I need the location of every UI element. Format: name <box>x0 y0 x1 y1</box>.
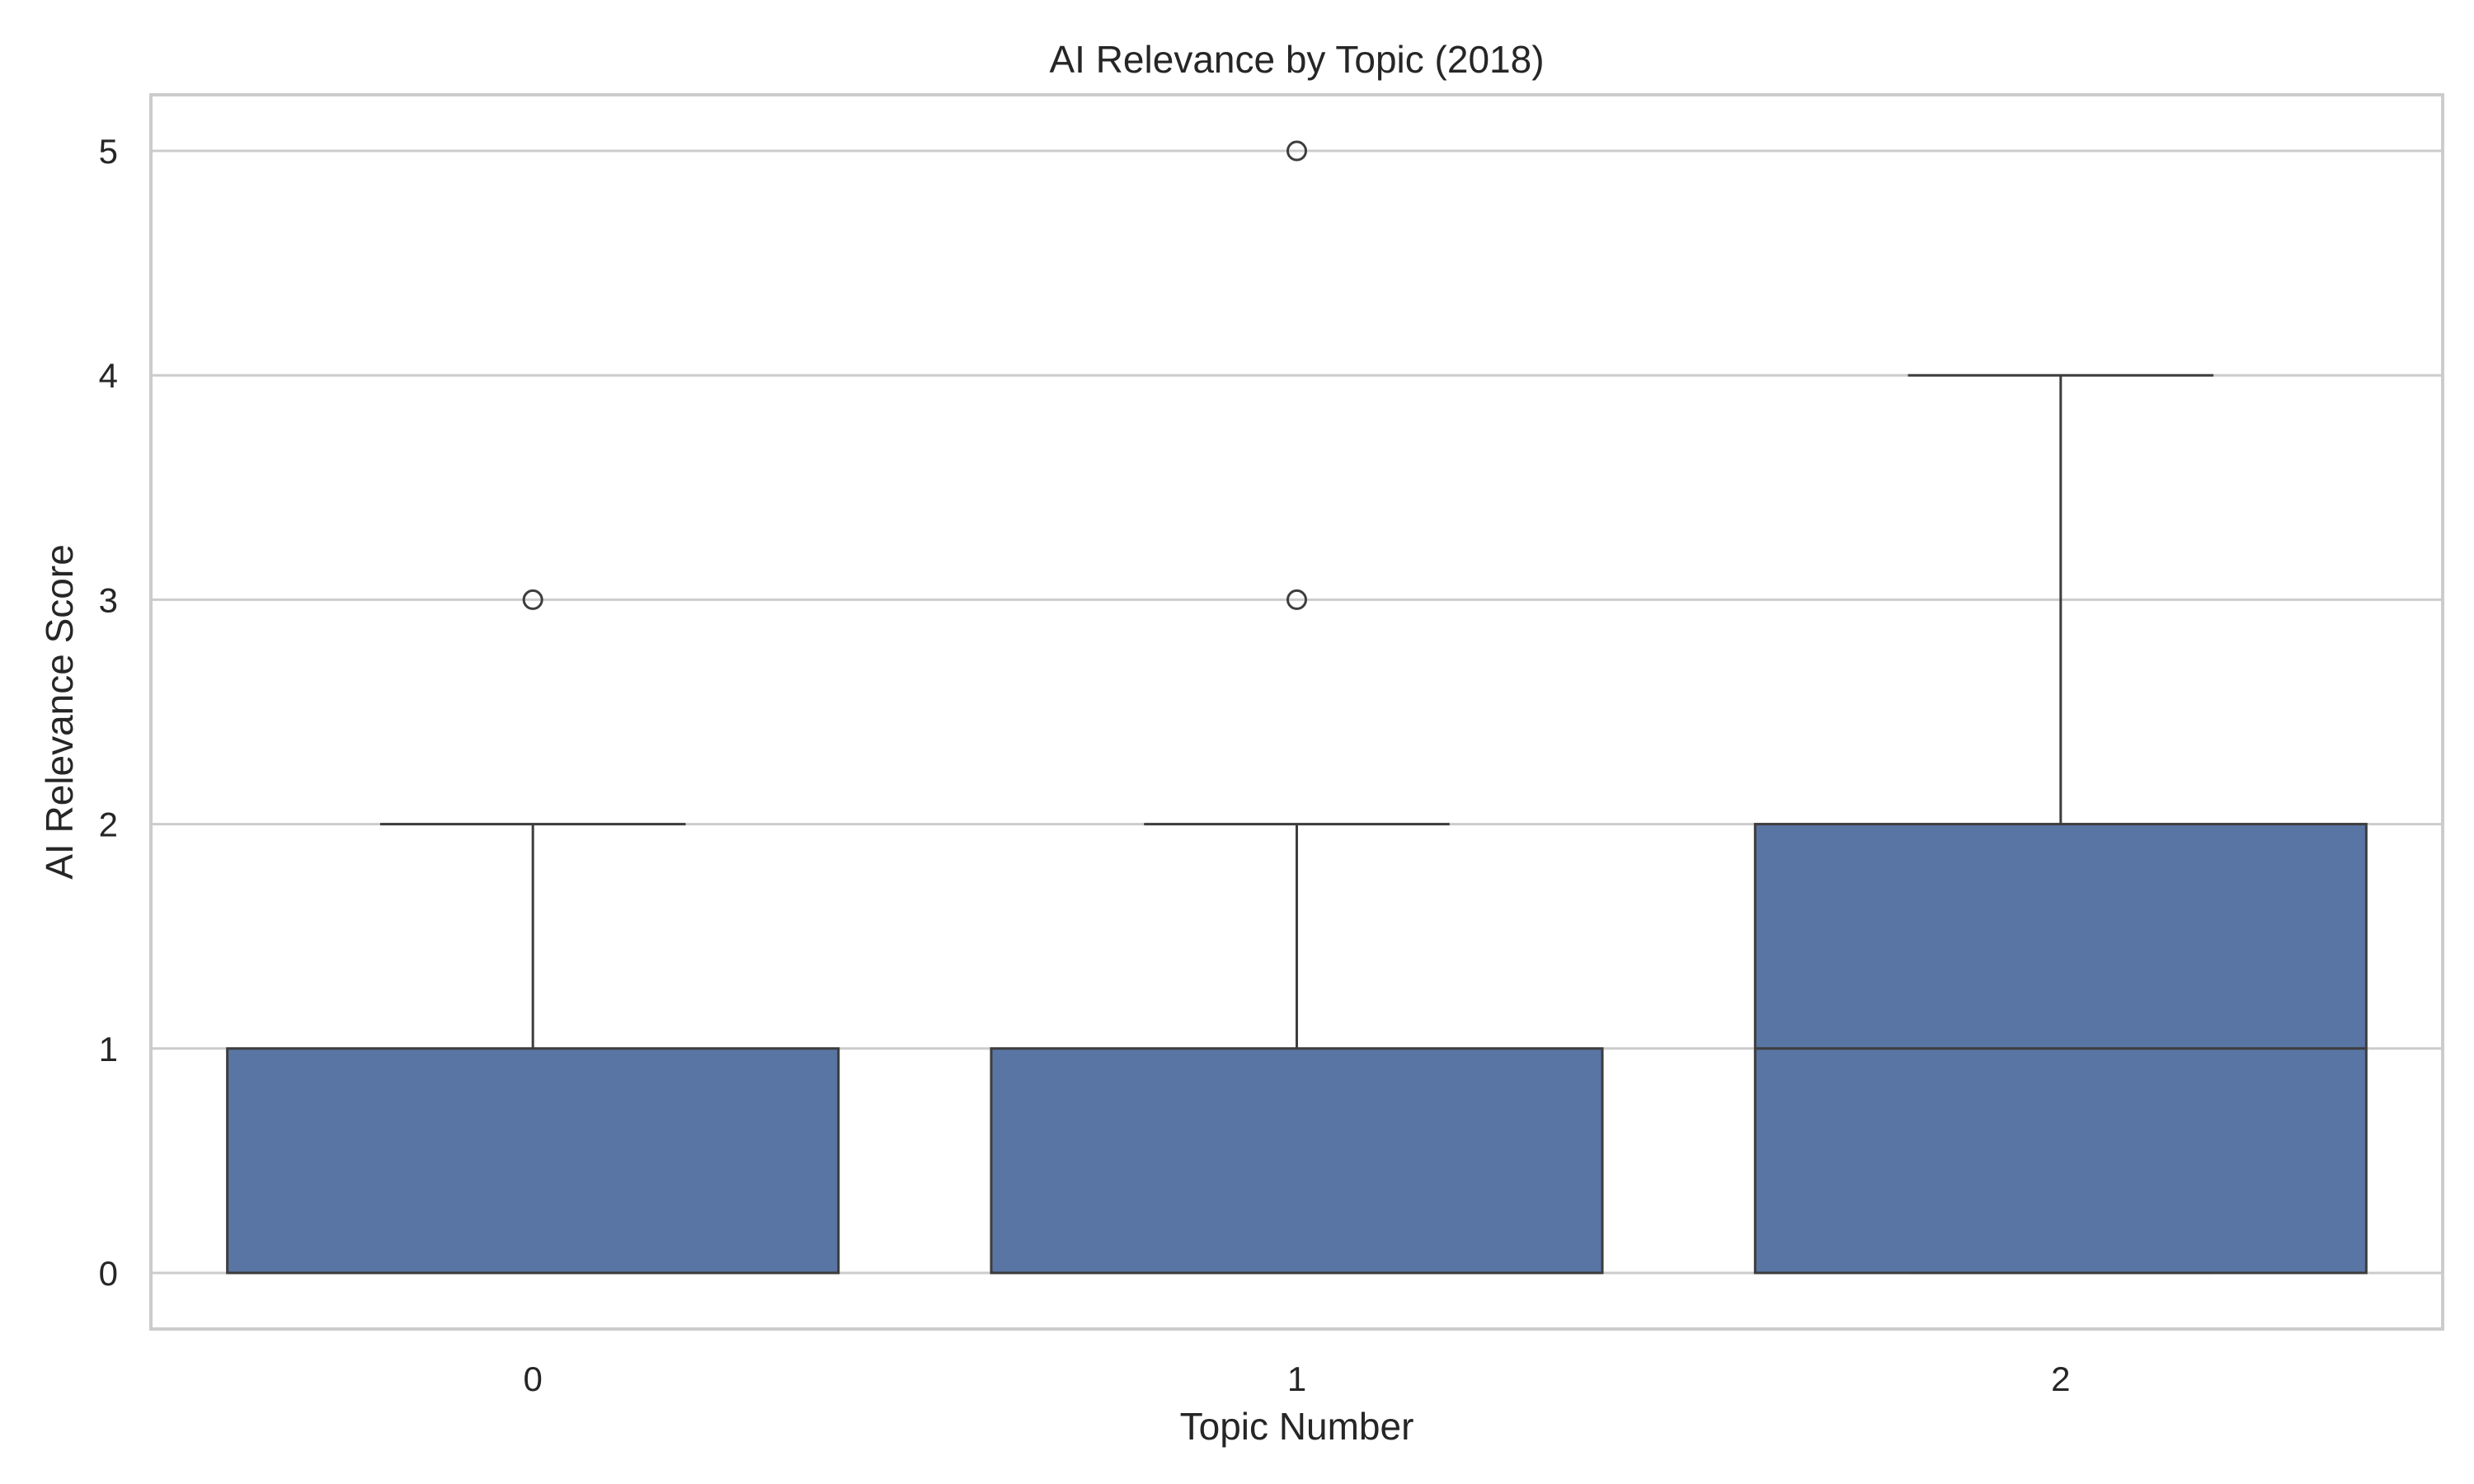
x-axis-label: Topic Number <box>1180 1405 1414 1448</box>
plot-frame <box>149 93 2444 1331</box>
x-tick-label: 0 <box>523 1360 542 1398</box>
y-tick-labels: 0 1 2 3 4 5 <box>99 132 118 1293</box>
box-group-topic-1 <box>990 140 1604 1275</box>
y-tick-label: 4 <box>99 356 118 395</box>
y-tick-label: 0 <box>99 1254 118 1293</box>
outlier-point <box>1286 589 1307 610</box>
y-tick-label: 2 <box>99 805 118 844</box>
outlier-point <box>1286 140 1307 162</box>
y-axis-label: AI Relevance Score <box>38 544 81 880</box>
y-tick-label: 1 <box>99 1030 118 1068</box>
x-tick-label: 1 <box>1287 1360 1306 1398</box>
box-group-topic-0 <box>226 589 840 1275</box>
chart-title: AI Relevance by Topic (2018) <box>1049 38 1544 81</box>
box-iqr <box>226 1047 840 1275</box>
box-iqr <box>990 1047 1604 1275</box>
y-tick-label: 5 <box>99 132 118 171</box>
outlier-point <box>522 589 543 610</box>
boxes-layer <box>226 140 2368 1275</box>
x-tick-label: 2 <box>2051 1360 2070 1398</box>
y-tick-label: 3 <box>99 580 118 619</box>
x-tick-labels: 0 1 2 <box>523 1360 2070 1398</box>
box-group-topic-2 <box>1753 373 2368 1275</box>
